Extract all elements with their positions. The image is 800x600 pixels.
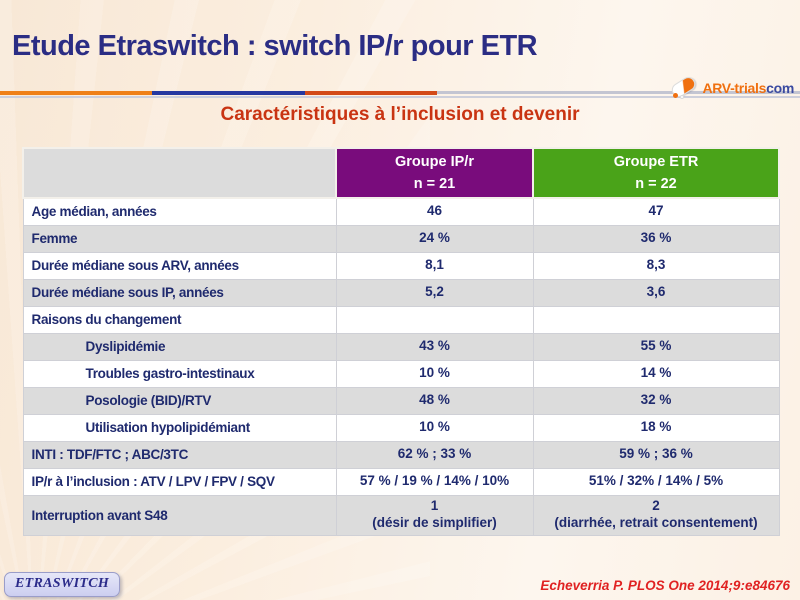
table-row: INTI : TDF/FTC ; ABC/3TC 62 % ; 33 % 59 % … xyxy=(22,440,780,469)
value-ipr: 48 % xyxy=(335,386,534,415)
table-row: Utilisation hypolipidémiant 10 % 18 % xyxy=(22,413,780,442)
table-header-group-etr: Groupe ETR n = 22 xyxy=(532,147,780,199)
divider-segment-silver xyxy=(437,91,800,94)
divider-segment-orange xyxy=(0,91,152,95)
row-label: IP/r à l’inclusion : ATV / LPV / FPV / S… xyxy=(22,467,337,496)
logo-text-main: ARV-trials xyxy=(702,80,767,96)
value-ipr: 10 % xyxy=(335,359,534,388)
row-label: Age médian, années xyxy=(22,197,337,226)
row-label: Durée médiane sous ARV, années xyxy=(22,251,337,280)
value-etr: 3,6 xyxy=(532,278,780,307)
capsule-pill-icon xyxy=(669,74,699,100)
table-body: Age médian, années 46 47 Femme 24 % 36 % Durée… xyxy=(22,197,780,536)
value-etr: 51% / 32% / 14% / 5% xyxy=(532,467,780,496)
value-etr: 14 % xyxy=(532,359,780,388)
divider-underline xyxy=(0,96,800,98)
table-header-group-ipr: Groupe IP/r n = 21 xyxy=(335,147,534,199)
value-ipr: 57 % / 19 % / 14% / 10% xyxy=(335,467,534,496)
value-ipr: 8,1 xyxy=(335,251,534,280)
table-row: Raisons du changement xyxy=(22,305,780,334)
value-etr: 8,3 xyxy=(532,251,780,280)
value-ipr: 1 (désir de simplifier) xyxy=(335,494,534,536)
row-label: Raisons du changement xyxy=(22,305,337,334)
value-ipr: 5,2 xyxy=(335,278,534,307)
row-label: Posologie (BID)/RTV xyxy=(22,386,337,415)
table-row: Posologie (BID)/RTV 48 % 32 % xyxy=(22,386,780,415)
table-row: Troubles gastro-intestinaux 10 % 14 % xyxy=(22,359,780,388)
value-etr: 59 % ; 36 % xyxy=(532,440,780,469)
value-ipr: 10 % xyxy=(335,413,534,442)
page-title: Etude Etraswitch : switch IP/r pour ETR xyxy=(12,30,538,62)
etraswitch-badge: ETRASWITCH xyxy=(4,572,121,597)
value-ipr: 62 % ; 33 % xyxy=(335,440,534,469)
table-row: Age médian, années 46 47 xyxy=(22,197,780,226)
value-etr: 47 xyxy=(532,197,780,226)
row-label: INTI : TDF/FTC ; ABC/3TC xyxy=(22,440,337,469)
arv-trials-logo: ARV-trialscom xyxy=(669,74,794,100)
value-etr: 32 % xyxy=(532,386,780,415)
divider-segment-red xyxy=(305,91,437,95)
value-etr: 55 % xyxy=(532,332,780,361)
characteristics-table-wrap: Groupe IP/r n = 21 Groupe ETR n = 22 Age… xyxy=(22,147,780,536)
row-label: Durée médiane sous IP, années xyxy=(22,278,337,307)
table-header-row: Groupe IP/r n = 21 Groupe ETR n = 22 xyxy=(22,147,780,199)
table-row: IP/r à l’inclusion : ATV / LPV / FPV / S… xyxy=(22,467,780,496)
value-etr: 2 (diarrhée, retrait consentement) xyxy=(532,494,780,536)
citation-reference: Echeverria P. PLOS One 2014;9:e84676 xyxy=(540,578,790,593)
value-ipr: 24 % xyxy=(335,224,534,253)
divider-segment-blue xyxy=(152,91,305,95)
table-row: Interruption avant S48 1 (désir de simpli… xyxy=(22,494,780,536)
table-header-corner xyxy=(22,147,337,199)
row-label: Troubles gastro-intestinaux xyxy=(22,359,337,388)
value-ipr: 46 xyxy=(335,197,534,226)
characteristics-table: Groupe IP/r n = 21 Groupe ETR n = 22 Age… xyxy=(22,147,780,536)
row-label: Utilisation hypolipidémiant xyxy=(22,413,337,442)
logo-text: ARV-trialscom xyxy=(702,80,794,96)
value-ipr xyxy=(335,305,534,334)
slide-subtitle: Caractéristiques à l’inclusion et deveni… xyxy=(220,104,580,125)
table-row: Durée médiane sous ARV, années 8,1 8,3 xyxy=(22,251,780,280)
row-label: Femme xyxy=(22,224,337,253)
row-label: Interruption avant S48 xyxy=(22,494,337,536)
value-etr xyxy=(532,305,780,334)
row-label: Dyslipidémie xyxy=(22,332,337,361)
value-ipr: 43 % xyxy=(335,332,534,361)
value-etr: 36 % xyxy=(532,224,780,253)
logo-text-suffix: com xyxy=(766,80,794,96)
table-row: Durée médiane sous IP, années 5,2 3,6 xyxy=(22,278,780,307)
value-etr: 18 % xyxy=(532,413,780,442)
table-row: Femme 24 % 36 % xyxy=(22,224,780,253)
table-row: Dyslipidémie 43 % 55 % xyxy=(22,332,780,361)
